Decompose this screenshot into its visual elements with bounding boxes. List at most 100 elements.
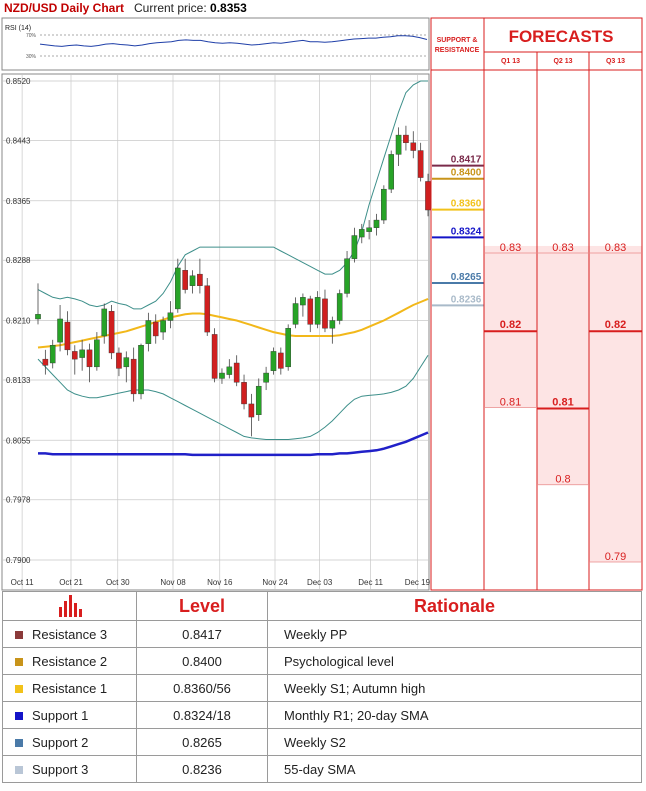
candle-body <box>204 285 211 333</box>
candle-body <box>42 358 49 366</box>
rsi-70-label: 70% <box>26 33 37 39</box>
forecast-low-value: 0.81 <box>500 396 521 408</box>
y-tick-label: 0.7900 <box>6 556 31 565</box>
candle-body <box>388 154 395 190</box>
level-row: Resistance 1 0.8360/56 Weekly S1; Autumn h… <box>2 674 642 702</box>
forecast-quarter-label: Q2 13 <box>553 58 572 65</box>
candle-body <box>189 275 196 286</box>
current-price-label: Current price: <box>134 1 207 15</box>
level-value: 0.8265 <box>136 728 268 756</box>
sr-header: SUPPORT & RESISTANCE <box>435 37 480 54</box>
level-rationale: Weekly S2 <box>267 728 642 756</box>
sr-column <box>430 17 485 591</box>
level-value: 0.8324/18 <box>136 701 268 729</box>
forecast-high-value: 0.83 <box>500 242 521 254</box>
level-name: Support 1 <box>32 708 89 724</box>
y-tick-label: 0.7978 <box>6 496 31 505</box>
sr-level-label: 0.8400 <box>451 168 482 179</box>
chart-title: NZD/USD Daily Chart <box>4 1 125 15</box>
level-swatch <box>15 630 23 639</box>
x-tick-label: Dec 19 <box>405 578 431 587</box>
rsi-label: RSI (14) <box>5 25 31 32</box>
candle-body <box>373 219 380 228</box>
level-name-cell: Support 1 <box>2 701 137 729</box>
forecast-high-value: 0.83 <box>605 242 626 254</box>
candle-body <box>108 311 115 354</box>
bb-lower-line <box>37 355 429 440</box>
level-value: 0.8236 <box>136 755 268 783</box>
level-name: Support 3 <box>32 762 89 778</box>
candle-body <box>138 345 144 395</box>
forecast-range <box>484 245 537 408</box>
sr-level-label: 0.8265 <box>451 272 482 283</box>
candle-body <box>152 321 159 337</box>
candle-body <box>160 320 166 333</box>
forecast-high-value: 0.83 <box>552 242 573 254</box>
candle-body <box>241 382 247 405</box>
level-rationale: Weekly PP <box>267 620 642 648</box>
candle-body <box>292 303 299 325</box>
candle-body <box>211 334 218 379</box>
candle-body <box>71 351 78 360</box>
candle-body <box>226 366 233 375</box>
x-tick-label: Dec 03 <box>307 578 333 587</box>
candles <box>35 125 431 437</box>
level-value: 0.8417 <box>136 620 268 648</box>
forecast-quarter-label: Q1 13 <box>501 58 520 65</box>
level-name-cell: Resistance 2 <box>2 647 137 675</box>
level-name: Resistance 1 <box>32 681 108 697</box>
candle-body <box>417 150 424 178</box>
forecast-low-value: 0.79 <box>605 551 626 563</box>
forecast-range <box>537 245 589 485</box>
price-chart: RSI (14) 70% 30% 0.8520 0.8443 0.8365 0.828… <box>1 17 643 591</box>
rsi-series <box>39 35 428 47</box>
level-rationale: Weekly S1; Autumn high <box>267 674 642 702</box>
candle-body <box>300 297 306 306</box>
level-swatch <box>15 711 23 720</box>
candle-body <box>322 298 328 329</box>
y-tick-label: 0.8210 <box>6 317 31 326</box>
candle-body <box>101 308 108 337</box>
sr-header-line1: SUPPORT & <box>437 37 478 44</box>
level-row: Support 3 0.8236 55-day SMA <box>2 755 642 783</box>
level-swatch <box>15 657 23 666</box>
rsi-panel <box>1 17 430 71</box>
candle-body <box>307 298 314 325</box>
level-rationale: Psychological level <box>267 647 642 675</box>
candle-body <box>197 273 203 286</box>
candle-body <box>94 339 100 368</box>
level-row: Support 1 0.8324/18 Monthly R1; 20-day SMA <box>2 701 642 729</box>
candle-body <box>285 328 291 368</box>
candle-body <box>35 314 41 320</box>
level-swatch <box>15 738 23 747</box>
forecasts-title: FORECASTS <box>509 27 614 46</box>
candle-body <box>86 349 93 368</box>
level-name: Support 2 <box>32 735 89 751</box>
candle-body <box>410 142 417 151</box>
candle-body <box>219 372 225 379</box>
bollinger-bands <box>37 80 429 440</box>
sr-levels: 0.8417 0.8400 0.8360 0.8324 0.8265 0.8236 <box>432 155 484 307</box>
x-tick-label: Nov 08 <box>160 578 186 587</box>
candle-body <box>278 352 284 369</box>
sr-level-label: 0.8360 <box>451 199 482 210</box>
sma200-line <box>38 431 429 457</box>
sr-level-label: 0.8236 <box>451 294 482 305</box>
candle-body <box>167 312 174 321</box>
level-value: 0.8360/56 <box>136 674 268 702</box>
current-price-value: 0.8353 <box>210 1 247 15</box>
candle-body <box>329 320 336 329</box>
candle-body <box>425 181 431 211</box>
y-tick-label: 0.8288 <box>6 256 31 265</box>
candle-body <box>248 403 255 418</box>
y-axis-labels: 0.8520 0.8443 0.8365 0.8288 0.8210 0.8133 0.80… <box>6 77 31 565</box>
current-price: Current price: 0.8353 <box>134 1 247 15</box>
y-tick-label: 0.8365 <box>6 197 31 206</box>
level-swatch <box>15 684 23 693</box>
y-tick-label: 0.8520 <box>6 77 31 86</box>
x-tick-label: Dec 11 <box>358 578 383 587</box>
candle-body <box>336 293 343 321</box>
sma55-line <box>37 297 429 349</box>
y-tick-label: 0.8133 <box>6 376 31 385</box>
sr-level-label: 0.8324 <box>451 226 482 237</box>
